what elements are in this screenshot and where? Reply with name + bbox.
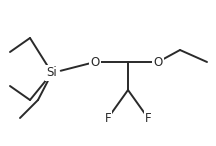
Text: Si: Si [47, 66, 57, 80]
Text: F: F [145, 112, 151, 125]
Text: O: O [90, 55, 100, 68]
Text: F: F [105, 112, 111, 125]
Text: O: O [153, 55, 163, 68]
